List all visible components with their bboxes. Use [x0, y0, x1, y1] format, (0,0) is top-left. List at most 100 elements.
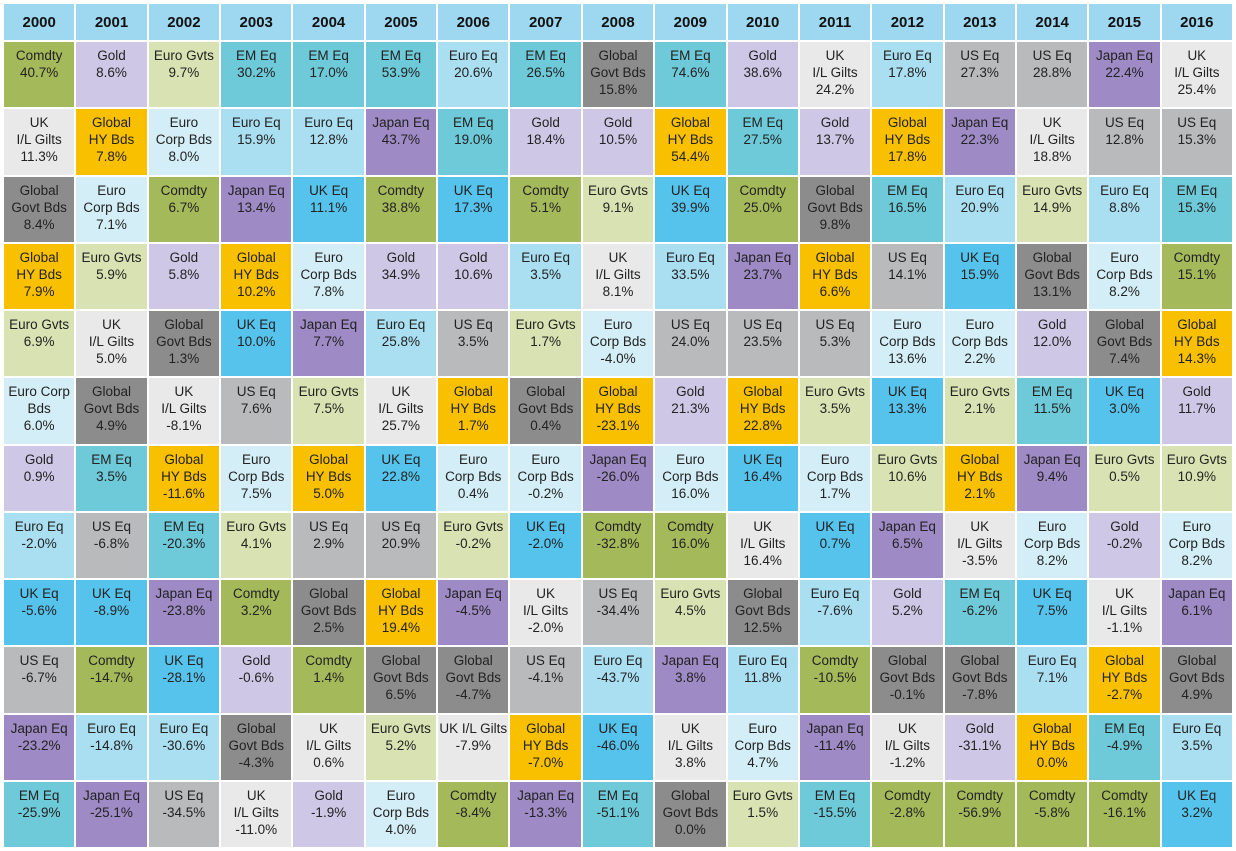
table-cell: US Eq 28.8%: [1016, 42, 1088, 108]
return-value: 33.5%: [671, 266, 710, 282]
table-cell: Japan Eq 23.7%: [727, 243, 798, 309]
table-cell: UK I/L Gilts -2.0%: [510, 580, 581, 646]
asset-label: Corp Bds: [517, 468, 574, 484]
return-value: 21.3%: [671, 401, 710, 417]
table-cell: US Eq -6.7%: [4, 647, 75, 713]
return-value: -43.7%: [596, 670, 640, 686]
return-value: 3.5%: [1181, 737, 1213, 753]
asset-label: UK Eq: [1177, 787, 1217, 803]
return-value: 25.8%: [381, 334, 421, 349]
table-cell: Euro Eq 25.8%: [365, 311, 437, 377]
table-cell: Comdty -10.5%: [799, 647, 871, 713]
asset-label: Global: [526, 720, 566, 736]
table-cell: Euro Corp Bds 8.0%: [148, 109, 220, 175]
table-cell: Japan Eq -23.2%: [4, 714, 75, 780]
asset-label: US Eq: [92, 518, 132, 534]
return-value: 8.2%: [1036, 552, 1068, 568]
asset-label: US Eq: [381, 518, 421, 534]
asset-label: Global: [887, 653, 927, 669]
return-value: -26.0%: [596, 468, 640, 484]
table-cell: Euro Gvts 6.9%: [4, 311, 75, 377]
asset-label: Comdty: [522, 182, 569, 198]
asset-label: UK: [825, 48, 845, 63]
return-value: 8.6%: [96, 65, 127, 80]
return-value: 7.1%: [1036, 670, 1068, 686]
asset-label: Euro Eq: [87, 720, 136, 736]
table-cell: US Eq -34.5%: [148, 781, 220, 847]
asset-label: Euro Eq: [14, 518, 64, 534]
table-cell: Euro Corp Bds -0.2%: [510, 445, 581, 511]
asset-label: Euro Eq: [159, 720, 209, 736]
asset-label: Corp Bds: [879, 334, 936, 349]
asset-label: HY Bds: [667, 132, 714, 148]
asset-label: I/L Gilts: [378, 401, 424, 417]
table-cell: Global Govt Bds 4.9%: [76, 378, 147, 444]
asset-label: Global: [960, 653, 1000, 669]
asset-label: Euro: [676, 451, 705, 467]
table-cell: Japan Eq 6.5%: [872, 512, 943, 578]
asset-label: I/L Gilts: [667, 737, 713, 753]
asset-label: Global: [1032, 720, 1072, 736]
asset-label: HY Bds: [956, 468, 1003, 484]
asset-label: EM Eq: [742, 115, 783, 131]
table-cell: EM Eq -20.3%: [148, 512, 220, 578]
table-cell: Euro Gvts 10.9%: [1161, 445, 1232, 511]
asset-label: Govt Bds: [83, 401, 140, 417]
return-value: 6.1%: [1181, 603, 1213, 618]
return-value: 11.5%: [1033, 401, 1071, 417]
asset-label: Gold: [748, 48, 777, 63]
table-cell: UK I/L Gilts 25.7%: [365, 378, 437, 444]
return-value: 38.6%: [743, 65, 782, 80]
asset-label: UK: [680, 720, 700, 736]
return-value: 14.1%: [888, 266, 927, 282]
return-value: 16.4%: [743, 468, 782, 484]
asset-returns-table: 2000 2001 2002 2003 2004 2005 2006 2007 2008 2009…: [4, 4, 1232, 847]
table-cell: EM Eq 11.5%: [1016, 378, 1088, 444]
asset-label: UK: [970, 518, 990, 534]
return-value: 11.1%: [309, 199, 348, 215]
return-value: 4.9%: [1181, 687, 1213, 703]
asset-label: Gold: [893, 586, 922, 601]
table-cell: Gold -31.1%: [944, 714, 1015, 780]
return-value: 17.0%: [309, 65, 348, 80]
asset-label: I/L Gilts: [16, 132, 62, 148]
asset-label: HY Bds: [161, 468, 207, 484]
table-cell: Global Govt Bds 8.4%: [4, 176, 75, 242]
return-value: 3.5%: [457, 334, 489, 349]
asset-label: Gold: [820, 115, 850, 131]
return-value: 17.3%: [454, 199, 493, 215]
asset-label: Global: [453, 653, 493, 669]
table-cell: US Eq 20.9%: [365, 512, 437, 578]
return-value: -4.7%: [455, 687, 491, 703]
table-cell: Gold 18.4%: [510, 109, 581, 175]
table-cell: Global HY Bds 22.8%: [727, 378, 798, 444]
asset-label: Euro Eq: [1172, 720, 1222, 736]
year-header-2000: 2000: [4, 4, 75, 40]
return-value: 7.8%: [313, 283, 344, 299]
asset-label: Corp Bds: [734, 737, 791, 753]
table-cell: UK Eq -2.0%: [510, 512, 581, 578]
table-cell: Comdty -2.8%: [872, 781, 943, 847]
table-cell: Euro Gvts -0.2%: [438, 512, 509, 578]
asset-label: Gold: [603, 115, 633, 131]
table-cell: Gold 12.0%: [1016, 311, 1088, 377]
asset-label: Corp Bds: [445, 468, 502, 484]
asset-label: EM Eq: [308, 48, 349, 63]
asset-label: UK: [536, 586, 556, 601]
asset-label: UK: [1187, 48, 1207, 63]
return-value: 15.9%: [960, 266, 999, 282]
return-value: -5.8%: [1034, 804, 1070, 820]
asset-label: US Eq: [815, 317, 855, 332]
return-value: -6.7%: [21, 670, 57, 686]
return-value: 5.2%: [385, 737, 417, 753]
asset-label: Global: [381, 653, 421, 669]
table-cell: EM Eq 53.9%: [365, 42, 437, 108]
table-cell: Comdty 6.7%: [148, 176, 220, 242]
table-cell: EM Eq 15.3%: [1161, 176, 1232, 242]
return-value: -1.1%: [1106, 620, 1143, 635]
return-value: -2.0%: [528, 620, 564, 635]
return-value: 3.2%: [1181, 804, 1213, 820]
asset-label: US Eq: [1104, 115, 1144, 131]
return-value: -28.1%: [162, 670, 206, 686]
return-value: -11.4%: [814, 737, 856, 753]
